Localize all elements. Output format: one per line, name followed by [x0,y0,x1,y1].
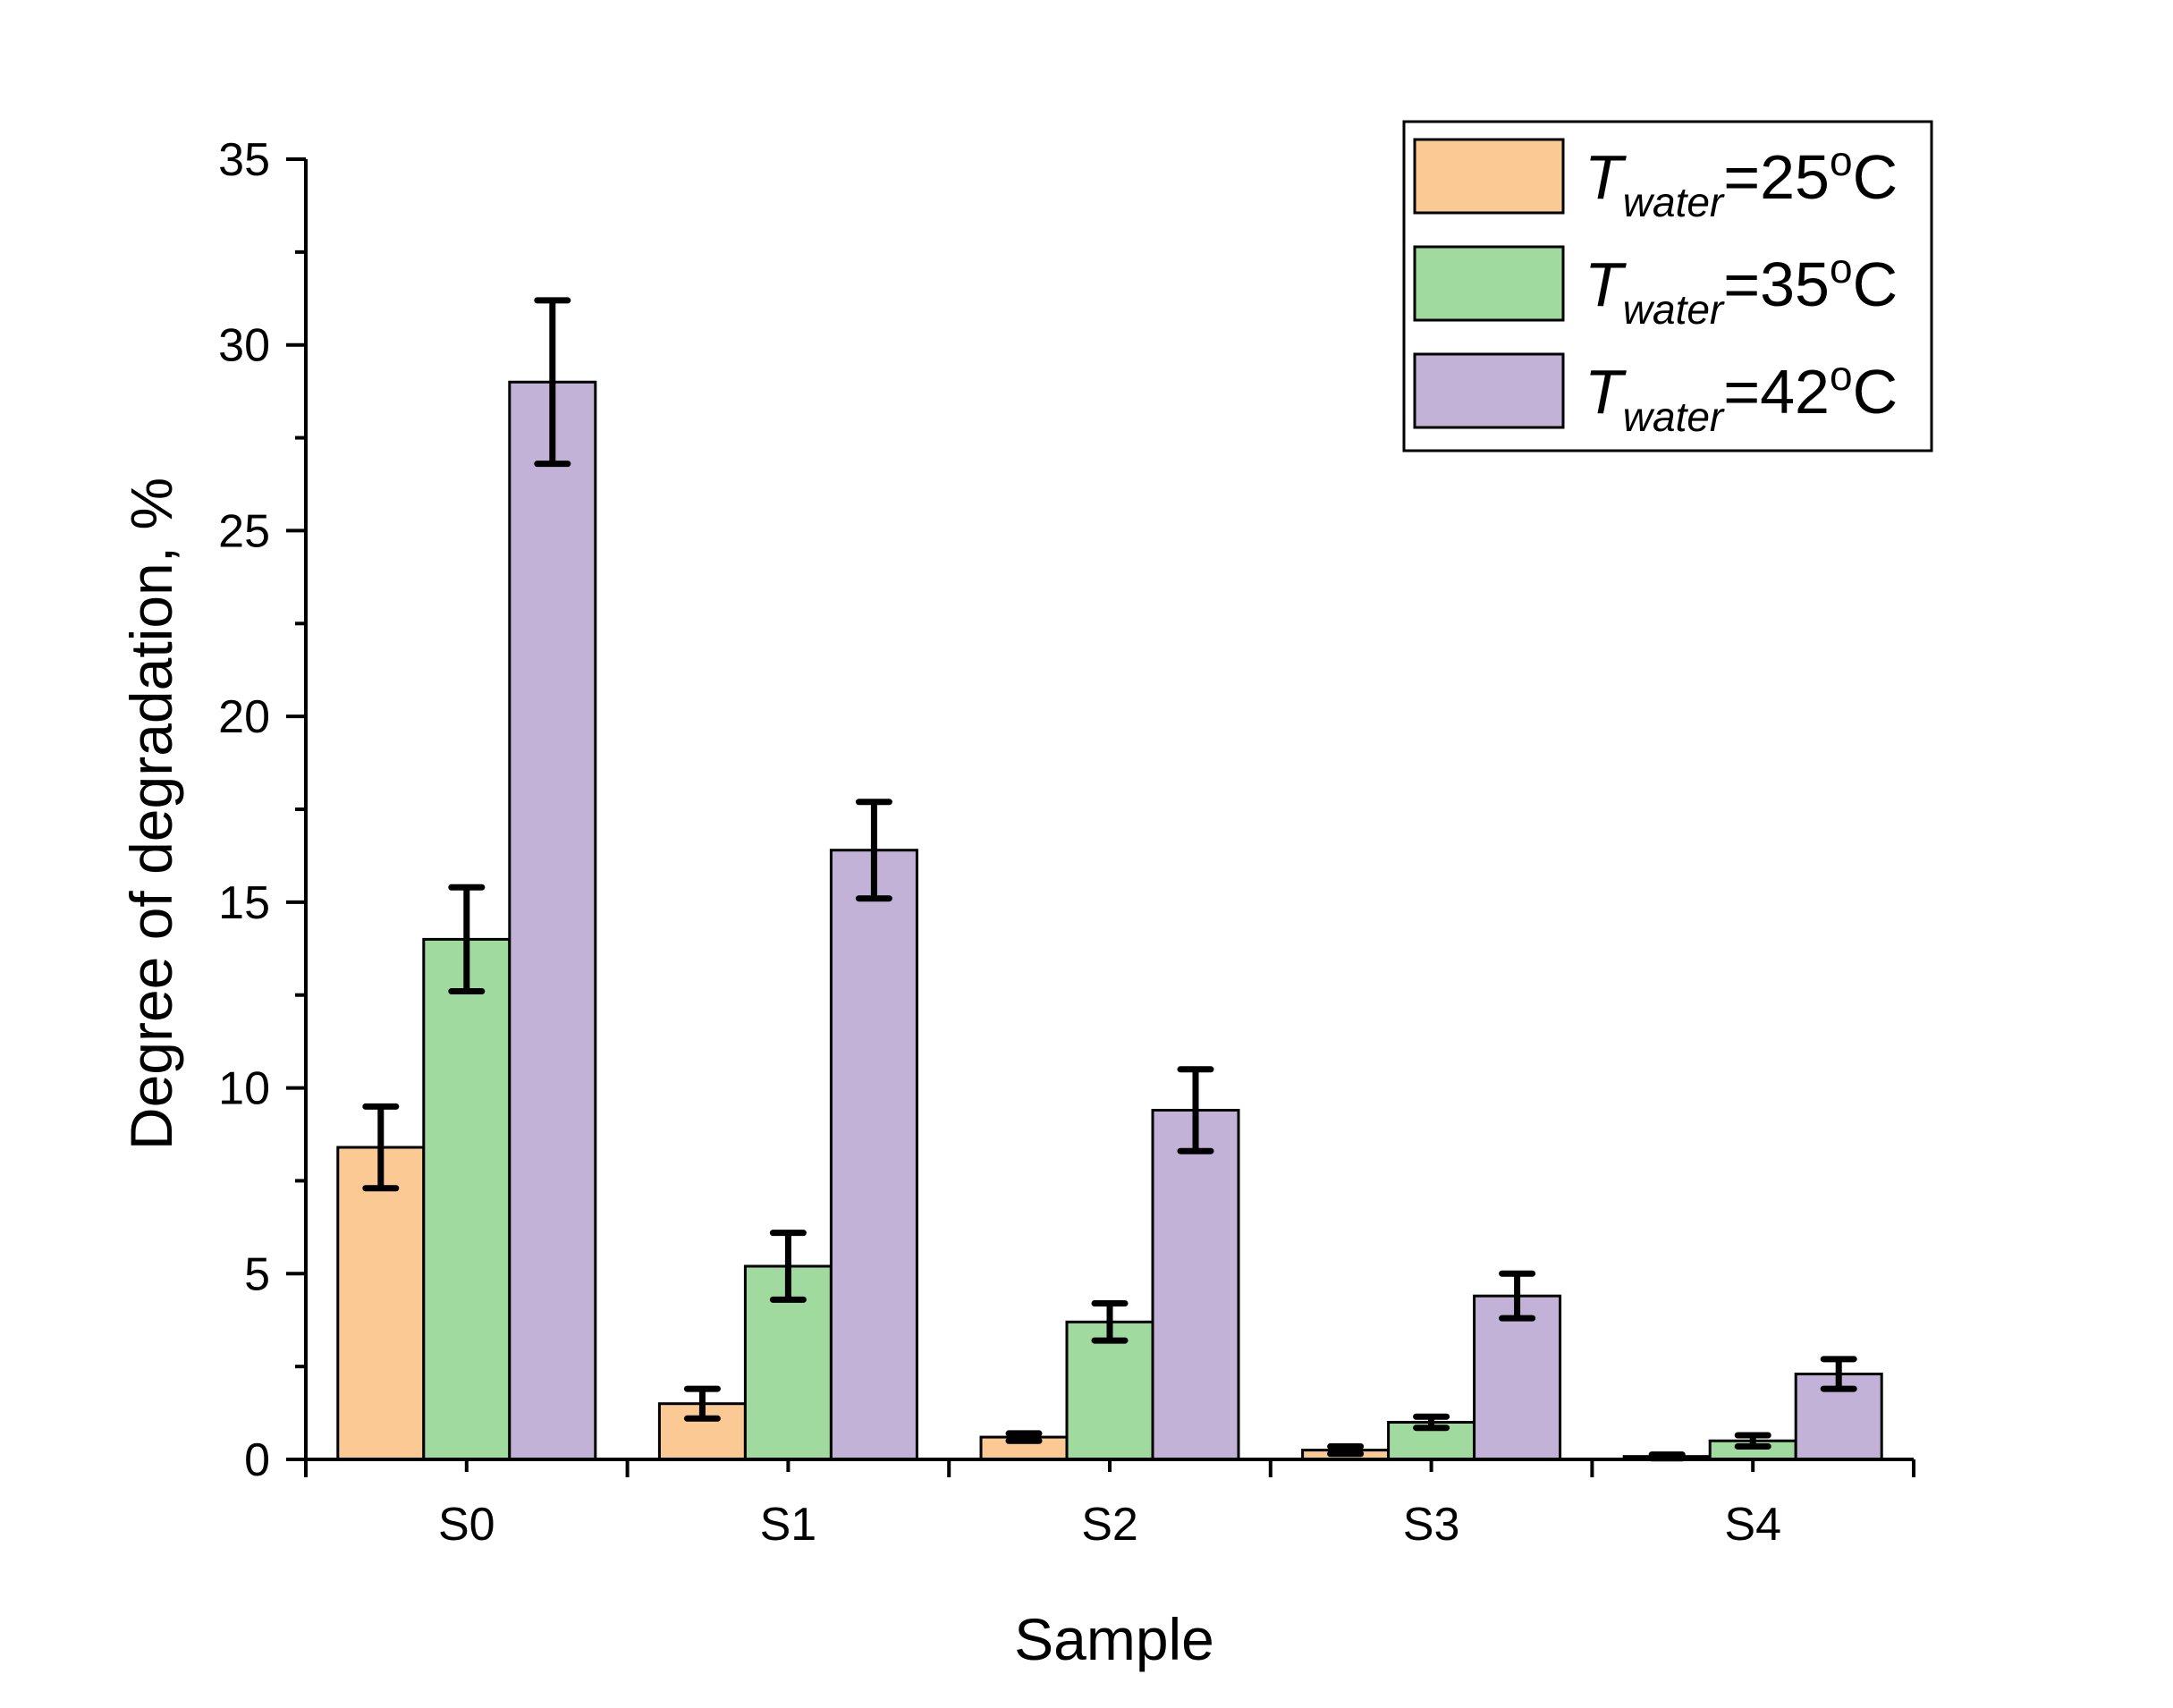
y-tick-label-5: 5 [244,1248,270,1300]
legend-value: =35 [1723,249,1830,319]
legend-subscript: water [1623,286,1725,333]
legend-superscript: o [1830,138,1853,184]
bars-layer [336,380,1883,1461]
legend-subscript: water [1623,393,1725,440]
y-tick-label-30: 30 [218,320,270,372]
error-bars-layer [362,297,1857,1462]
y-axis-title: Degree of degradation, % [118,478,184,1150]
x-tick-label-s3: S3 [1403,1499,1460,1551]
legend-label-series-1: Twater=25oC [1585,138,1898,225]
bar-s1-series-3 [829,849,918,1461]
y-tick-label-25: 25 [218,505,270,557]
axes-layer [286,157,1915,1477]
y-tick-label-0: 0 [244,1434,270,1486]
y-tick-label-20: 20 [218,691,270,743]
legend-value: =25 [1723,142,1830,212]
x-tick-label-s1: S1 [760,1499,817,1551]
x-tick-label-s2: S2 [1081,1499,1138,1551]
legend-unit: C [1853,249,1898,319]
bar-s2-series-3 [1151,1108,1240,1461]
y-tick-label-35: 35 [218,134,270,186]
x-tick-label-s0: S0 [438,1499,495,1551]
legend-label-series-3: Twater=42oC [1585,352,1898,440]
legend-swatch-series-2 [1413,245,1565,322]
bar-s0-series-3 [508,380,597,1461]
legend-value: =42 [1723,357,1830,427]
legend-unit: C [1853,142,1898,212]
y-tick-label-10: 10 [218,1063,270,1115]
legend-swatch-series-1 [1413,138,1565,215]
legend-symbol: T [1585,142,1627,212]
labels-layer: 0 5 10 15 20 25 30 35 S0 S1 S2 S3 S4 Sample Degree of … [118,134,1781,1672]
legend-subscript: water [1623,179,1725,225]
x-tick-label-s4: S4 [1724,1499,1781,1551]
bar-s3-series-3 [1473,1294,1562,1461]
bar-s0-series-2 [422,937,512,1461]
legend-symbol: T [1585,249,1627,319]
legend-label-series-2: Twater=35oC [1585,245,1898,333]
x-axis-title: Sample [1014,1606,1214,1672]
bar-s0-series-1 [336,1146,426,1461]
legend-symbol: T [1585,357,1627,427]
y-tick-label-15: 15 [218,877,270,929]
legend-swatch-series-3 [1413,352,1565,429]
legend-superscript: o [1830,245,1853,292]
legend-unit: C [1853,357,1898,427]
legend-superscript: o [1830,352,1853,399]
